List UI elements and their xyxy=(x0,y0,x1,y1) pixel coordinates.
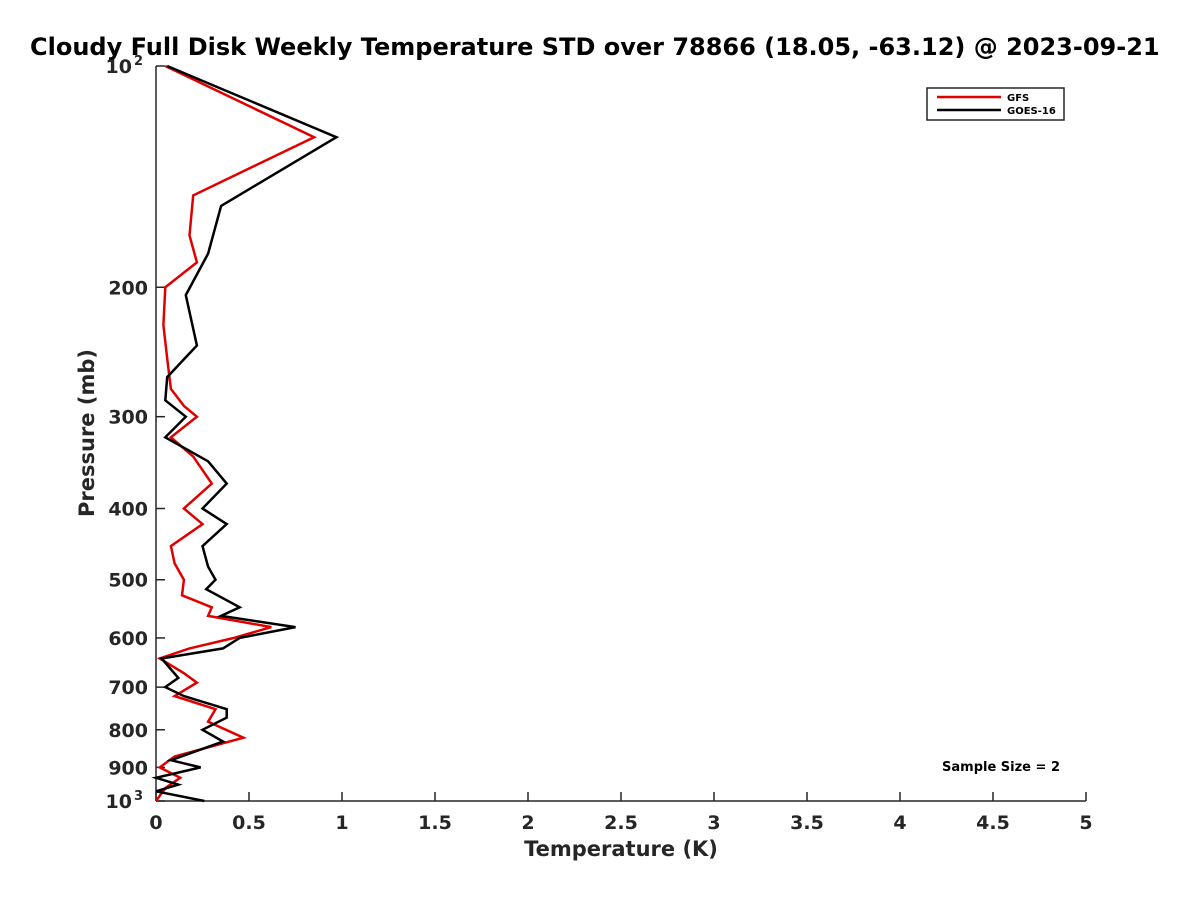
y-tick-label: 10 xyxy=(106,56,132,78)
series-line-goes-16 xyxy=(151,64,340,803)
legend-label: GOES-16 xyxy=(1007,106,1056,117)
plot-area: 0 0.5 1 1.5 2 2.5 3 3.5 4 4.5 510 22003004005006007… xyxy=(106,54,1093,834)
chart-title: Cloudy Full Disk Weekly Temperature STD … xyxy=(30,33,1160,61)
x-tick-label: 2.5 xyxy=(604,812,638,834)
y-tick-label: 10 xyxy=(106,791,132,813)
x-tick-label: 4 xyxy=(893,812,906,834)
y-tick-label: 300 xyxy=(108,407,148,429)
legend: GFS GOES-16 xyxy=(926,87,1065,121)
y-axis-label: Pressure (mb) xyxy=(75,349,99,517)
x-tick-label: 3.5 xyxy=(790,812,824,834)
y-tick-exponent: 3 xyxy=(134,789,143,804)
y-tick-label: 900 xyxy=(108,757,148,779)
x-tick-label: 2 xyxy=(521,812,534,834)
sample-size-annotation: Sample Size = 2 xyxy=(942,760,1060,775)
y-tick-label: 500 xyxy=(108,570,148,592)
y-tick-label: 600 xyxy=(108,628,148,650)
y-tick-label: 400 xyxy=(108,499,148,521)
x-tick-label: 1 xyxy=(335,812,348,834)
y-tick-label: 200 xyxy=(108,277,148,299)
x-tick-label: 4.5 xyxy=(976,812,1010,834)
y-tick-label: 800 xyxy=(108,720,148,742)
x-tick-label: 0.5 xyxy=(232,812,266,834)
y-tick-exponent: 2 xyxy=(134,54,143,69)
legend-box xyxy=(926,87,1065,121)
legend-label: GFS xyxy=(1007,93,1029,104)
x-tick-label: 5 xyxy=(1079,812,1092,834)
series-line-gfs xyxy=(154,64,317,802)
x-tick-label: 1.5 xyxy=(418,812,452,834)
y-tick-label: 700 xyxy=(108,677,148,699)
x-tick-label: 0 xyxy=(149,812,162,834)
x-tick-label: 3 xyxy=(707,812,720,834)
x-axis-label: Temperature (K) xyxy=(524,837,718,861)
